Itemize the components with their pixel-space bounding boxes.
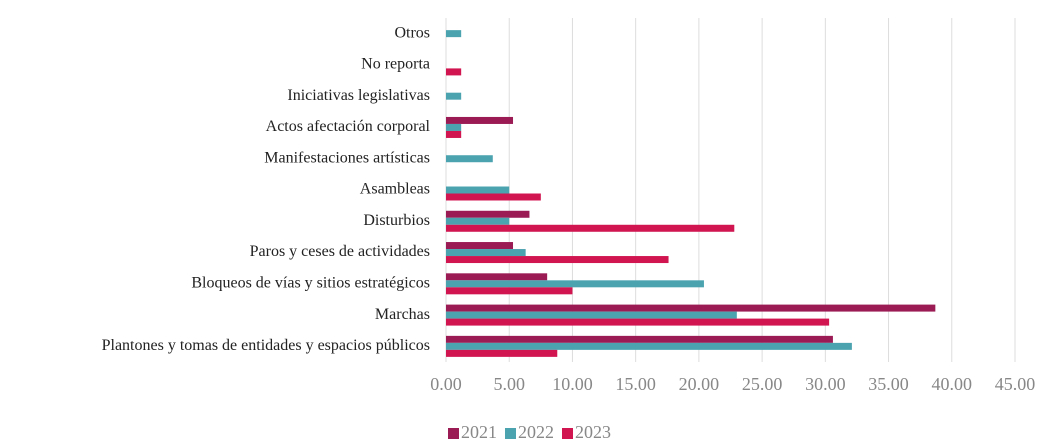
x-tick-label: 10.00 — [552, 374, 593, 394]
y-tick-label: Manifestaciones artísticas — [264, 149, 430, 166]
y-tick-label: Otros — [394, 24, 430, 41]
legend-label: 2023 — [575, 422, 611, 442]
legend-swatch — [448, 428, 459, 439]
x-tick-label: 30.00 — [805, 374, 846, 394]
bar — [446, 249, 526, 257]
bar — [446, 318, 830, 326]
y-tick-label: Asambleas — [360, 181, 430, 198]
bar — [446, 287, 573, 295]
x-tick-label: 0.00 — [430, 374, 462, 394]
legend-swatch — [505, 428, 516, 439]
y-tick-label: Bloqueos de vías y sitios estratégicos — [191, 274, 430, 291]
y-tick-label: Marchas — [375, 306, 430, 323]
x-tick-label: 20.00 — [679, 374, 720, 394]
bar — [446, 130, 462, 138]
bar — [446, 217, 510, 225]
bar — [446, 186, 510, 194]
bar — [446, 123, 462, 131]
bar — [446, 311, 737, 319]
bar — [446, 273, 548, 281]
y-tick-label: Plantones y tomas de entidades y espacio… — [102, 337, 430, 354]
x-tick-label: 40.00 — [932, 374, 973, 394]
legend-label: 2022 — [518, 422, 554, 442]
legend-swatch — [562, 428, 573, 439]
bar — [446, 210, 530, 218]
y-tick-label: Paros y ceses de actividades — [250, 243, 430, 260]
bar — [446, 280, 704, 288]
x-tick-label: 35.00 — [868, 374, 909, 394]
x-tick-label: 15.00 — [615, 374, 656, 394]
x-tick-label: 45.00 — [995, 374, 1036, 394]
x-tick-label: 25.00 — [742, 374, 783, 394]
bar — [446, 256, 669, 264]
bar — [446, 349, 558, 357]
y-tick-label: No reporta — [361, 56, 430, 73]
bar — [446, 68, 462, 76]
bar — [446, 92, 462, 100]
bar — [446, 335, 833, 343]
bar — [446, 155, 493, 163]
bar — [446, 304, 936, 312]
bar — [446, 30, 462, 38]
y-tick-label: Disturbios — [363, 212, 430, 229]
bar — [446, 224, 735, 232]
y-tick-label: Iniciativas legislativas — [287, 87, 430, 104]
bar — [446, 242, 514, 250]
bar — [446, 193, 541, 201]
bar — [446, 342, 852, 350]
legend-label: 2021 — [461, 422, 497, 442]
x-tick-label: 5.00 — [493, 374, 525, 394]
y-tick-label: Actos afectación corporal — [266, 118, 431, 135]
bar — [446, 116, 514, 124]
